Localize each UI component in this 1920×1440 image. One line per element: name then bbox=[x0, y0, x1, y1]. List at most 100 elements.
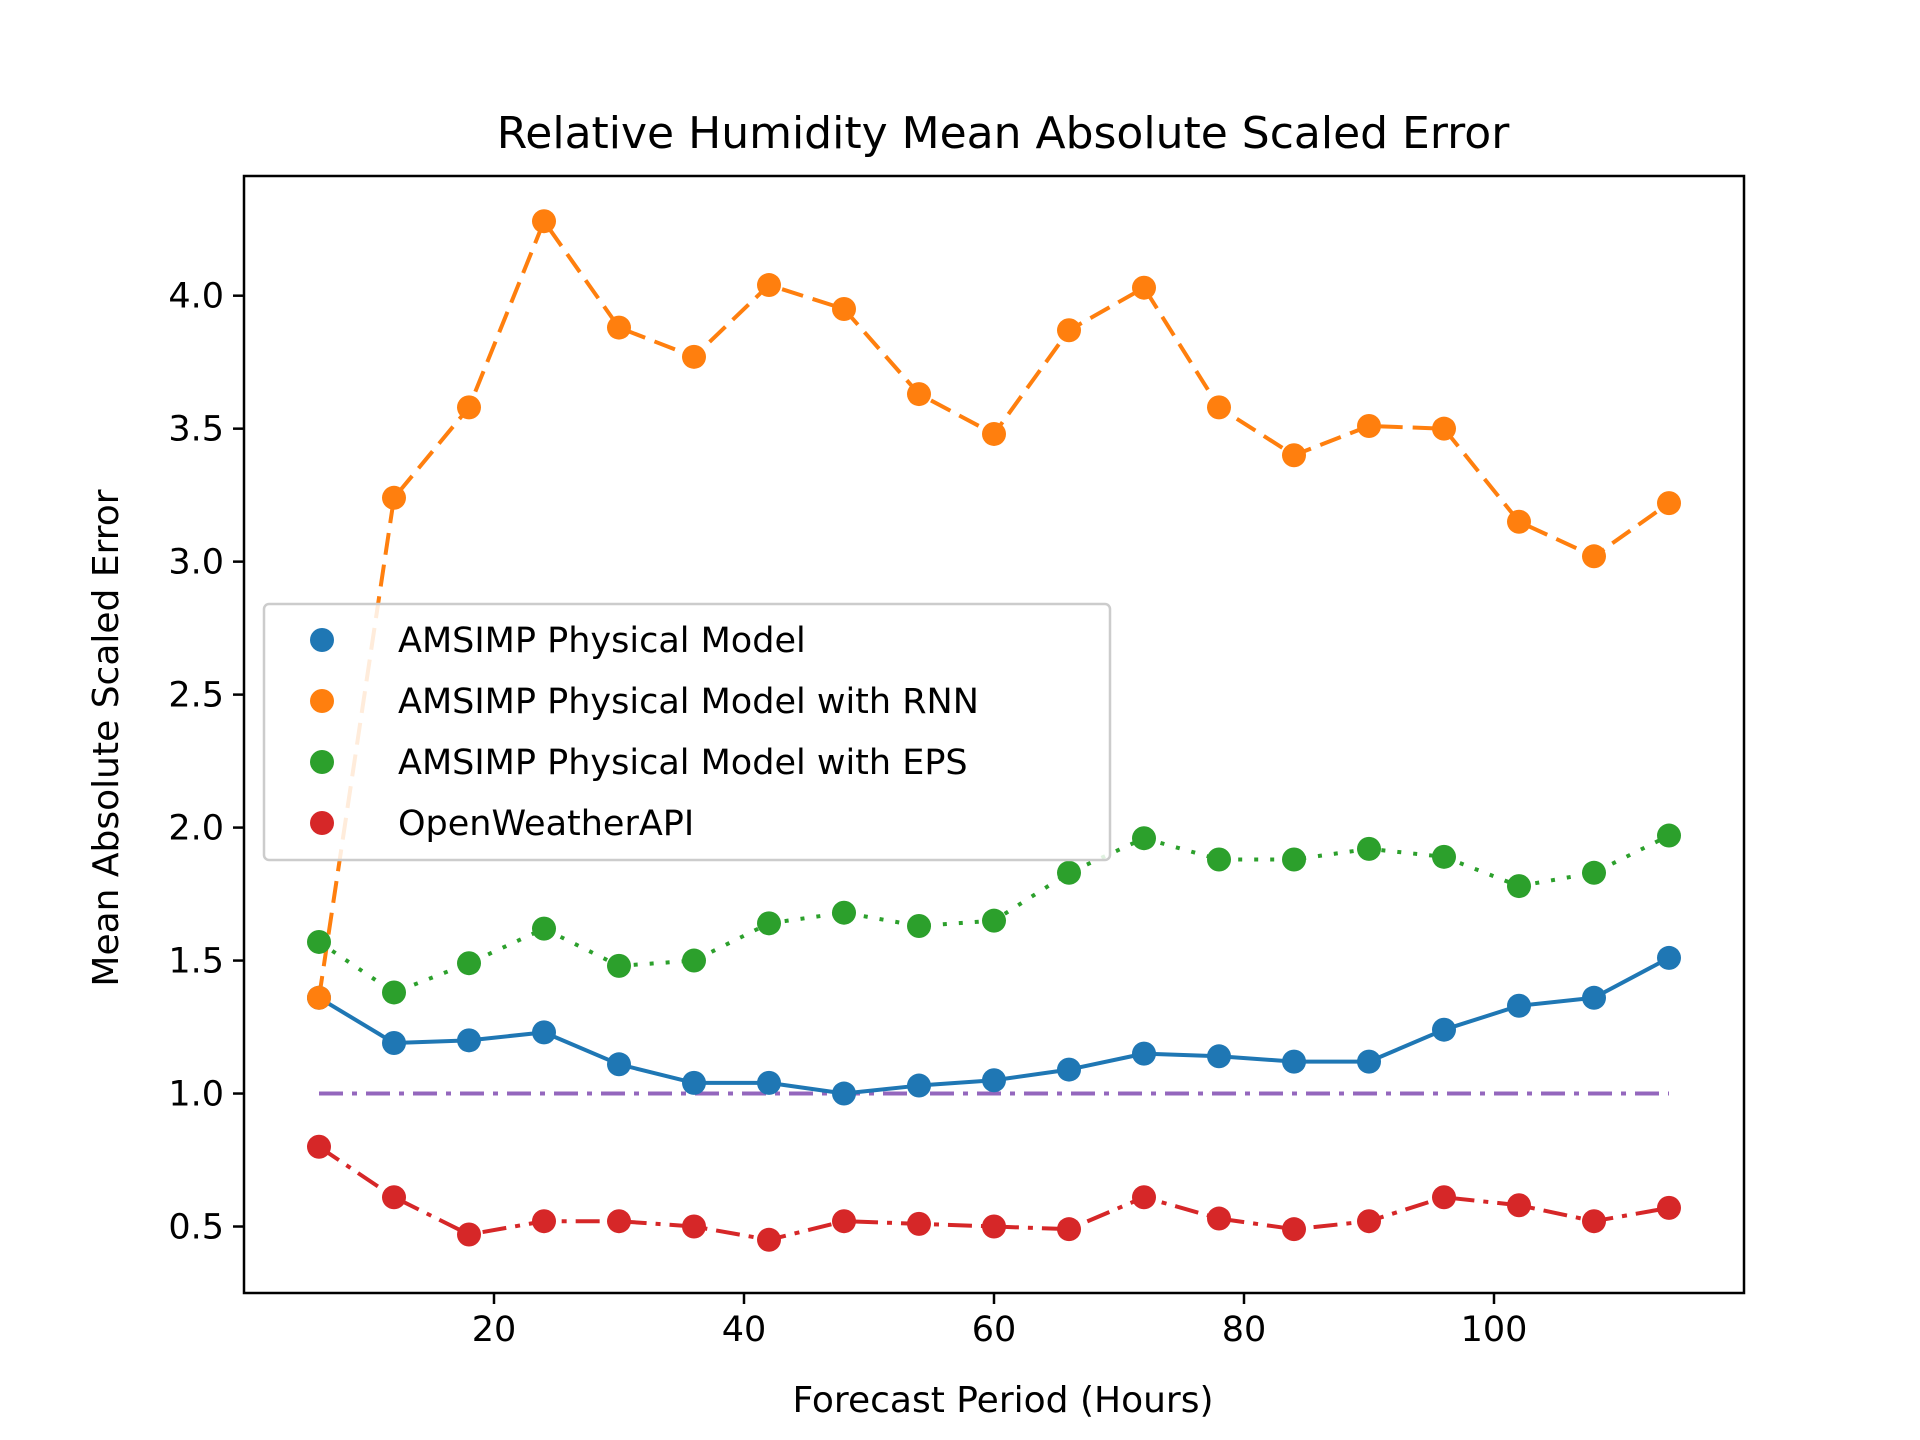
data-point-s3-11 bbox=[1132, 1185, 1156, 1210]
data-point-s1-12 bbox=[1207, 395, 1231, 420]
data-point-s2-14 bbox=[1357, 836, 1381, 861]
data-point-s3-6 bbox=[757, 1227, 781, 1252]
data-point-s0-8 bbox=[907, 1073, 931, 1098]
x-tick-label-0: 20 bbox=[472, 1310, 517, 1350]
y-tick-label-7: 4.0 bbox=[168, 277, 224, 317]
legend-marker-1 bbox=[310, 689, 334, 713]
data-point-s2-12 bbox=[1207, 847, 1231, 872]
data-point-s2-5 bbox=[682, 948, 706, 973]
data-point-s1-3 bbox=[532, 209, 556, 234]
legend-label-3: OpenWeatherAPI bbox=[398, 804, 694, 844]
data-point-s3-16 bbox=[1507, 1193, 1531, 1218]
data-point-s0-2 bbox=[457, 1028, 481, 1053]
legend-marker-2 bbox=[310, 750, 334, 774]
data-point-s1-13 bbox=[1282, 443, 1306, 468]
legend: AMSIMP Physical Model AMSIMP Physical Mod… bbox=[262, 602, 1112, 862]
data-point-s2-9 bbox=[982, 908, 1006, 933]
x-tick-label-4: 100 bbox=[1461, 1310, 1528, 1350]
data-point-s0-14 bbox=[1357, 1049, 1381, 1074]
data-point-s2-15 bbox=[1432, 844, 1456, 869]
data-point-s0-9 bbox=[982, 1068, 1006, 1093]
data-point-s3-15 bbox=[1432, 1185, 1456, 1210]
data-point-s1-5 bbox=[682, 344, 706, 369]
data-point-s2-17 bbox=[1582, 860, 1606, 885]
legend-marker-0 bbox=[310, 628, 334, 652]
data-point-s3-3 bbox=[532, 1209, 556, 1234]
data-point-s0-17 bbox=[1582, 985, 1606, 1010]
x-axis-label: Forecast Period (Hours) bbox=[792, 1380, 1213, 1421]
data-point-s0-12 bbox=[1207, 1044, 1231, 1069]
data-point-s3-17 bbox=[1582, 1209, 1606, 1234]
data-point-s2-11 bbox=[1132, 826, 1156, 851]
x-tick-label-1: 40 bbox=[722, 1310, 767, 1350]
data-point-s1-0 bbox=[307, 985, 331, 1010]
data-point-s3-0 bbox=[307, 1134, 331, 1159]
data-point-s2-18 bbox=[1657, 823, 1681, 848]
y-tick-label-5: 3.0 bbox=[168, 543, 224, 583]
data-point-s1-8 bbox=[907, 382, 931, 407]
data-point-s0-18 bbox=[1657, 945, 1681, 970]
x-tick-label-3: 80 bbox=[1222, 1310, 1267, 1350]
data-point-s3-14 bbox=[1357, 1209, 1381, 1234]
data-point-s3-1 bbox=[382, 1185, 406, 1210]
data-point-s1-14 bbox=[1357, 413, 1381, 438]
data-point-s3-13 bbox=[1282, 1217, 1306, 1242]
data-point-s1-15 bbox=[1432, 416, 1456, 441]
data-point-s2-8 bbox=[907, 913, 931, 938]
data-point-s1-16 bbox=[1507, 509, 1531, 534]
data-point-s2-16 bbox=[1507, 874, 1531, 899]
data-point-s3-18 bbox=[1657, 1195, 1681, 1220]
data-point-s2-3 bbox=[532, 916, 556, 941]
chart-title: Relative Humidity Mean Absolute Scaled E… bbox=[497, 108, 1511, 159]
data-point-s1-9 bbox=[982, 421, 1006, 446]
data-point-s0-10 bbox=[1057, 1057, 1081, 1082]
plot-area bbox=[307, 209, 1681, 1252]
data-point-s3-12 bbox=[1207, 1206, 1231, 1231]
y-axis-label: Mean Absolute Scaled Error bbox=[86, 489, 127, 986]
y-tick-label-2: 1.5 bbox=[168, 942, 224, 982]
data-point-s3-5 bbox=[682, 1214, 706, 1239]
data-point-s0-13 bbox=[1282, 1049, 1306, 1074]
legend-label-2: AMSIMP Physical Model with EPS bbox=[398, 743, 968, 783]
data-point-s2-4 bbox=[607, 953, 631, 978]
data-point-s3-2 bbox=[457, 1222, 481, 1247]
y-tick-label-1: 1.0 bbox=[168, 1075, 224, 1115]
axes: 20 40 60 80 100 0.5 1.0 1.5 2.0 2.5 3.0 3.5 4.0 bbox=[168, 174, 1746, 1350]
data-point-s0-6 bbox=[757, 1070, 781, 1095]
data-point-s1-10 bbox=[1057, 318, 1081, 343]
data-point-s1-6 bbox=[757, 273, 781, 298]
y-tick-label-0: 0.5 bbox=[168, 1208, 224, 1248]
data-point-s2-7 bbox=[832, 900, 856, 925]
data-point-s0-7 bbox=[832, 1081, 856, 1106]
y-tick-label-4: 2.5 bbox=[168, 676, 224, 716]
data-point-s2-2 bbox=[457, 951, 481, 976]
data-point-s2-13 bbox=[1282, 847, 1306, 872]
data-point-s1-1 bbox=[382, 485, 406, 510]
data-point-s1-2 bbox=[457, 395, 481, 420]
data-point-s0-16 bbox=[1507, 993, 1531, 1018]
data-point-s0-1 bbox=[382, 1031, 406, 1056]
data-point-s1-18 bbox=[1657, 491, 1681, 516]
data-point-s2-1 bbox=[382, 980, 406, 1005]
data-point-s2-10 bbox=[1057, 860, 1081, 885]
data-point-s3-8 bbox=[907, 1211, 931, 1236]
data-point-s1-17 bbox=[1582, 544, 1606, 569]
legend-label-0: AMSIMP Physical Model bbox=[398, 621, 806, 661]
data-point-s0-4 bbox=[607, 1052, 631, 1077]
legend-label-1: AMSIMP Physical Model with RNN bbox=[398, 682, 979, 722]
data-point-s3-4 bbox=[607, 1209, 631, 1234]
data-point-s1-4 bbox=[607, 315, 631, 340]
y-tick-label-3: 2.0 bbox=[168, 809, 224, 849]
data-point-s0-15 bbox=[1432, 1017, 1456, 1042]
data-point-s0-11 bbox=[1132, 1041, 1156, 1066]
data-point-s3-10 bbox=[1057, 1217, 1081, 1242]
data-point-s3-9 bbox=[982, 1214, 1006, 1239]
data-point-s0-3 bbox=[532, 1020, 556, 1045]
y-tick-label-6: 3.5 bbox=[168, 410, 224, 450]
data-point-s2-0 bbox=[307, 929, 331, 954]
data-point-s2-6 bbox=[757, 911, 781, 936]
data-point-s0-5 bbox=[682, 1070, 706, 1095]
legend-box bbox=[262, 602, 1112, 862]
x-tick-label-2: 60 bbox=[972, 1310, 1017, 1350]
